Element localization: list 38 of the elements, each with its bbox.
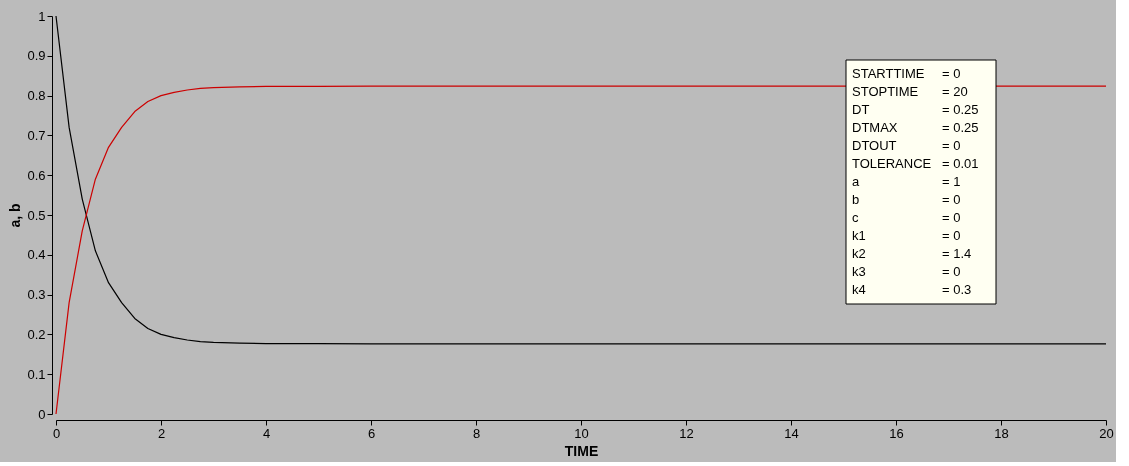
y-axis-title: a, b [7, 203, 24, 228]
x-tick-label: 6 [367, 425, 376, 441]
x-tick-label: 10 [574, 425, 589, 441]
text: DTMAX = 0.25 [852, 120, 979, 135]
y-tick-label: 0.3 [27, 287, 46, 303]
annotation: TOLERANCE = 0.01 [852, 156, 979, 171]
text: a = 1 [852, 174, 961, 189]
text: k4 = 0.3 [852, 282, 972, 297]
x-tick-label: 8 [472, 425, 481, 441]
y-tick-label: 0.5 [27, 207, 46, 223]
x-tick-label: 14 [784, 425, 799, 441]
y-tick-label: 0.8 [27, 88, 46, 104]
x-axis-title: TIME [564, 442, 599, 459]
text: DT = 0.25 [852, 102, 979, 117]
text: k3 = 0 [852, 264, 961, 279]
y-tick-label: 1 [38, 8, 46, 24]
text: STARTTIME = 0 [852, 66, 961, 81]
line-series [55, 15, 1107, 345]
x-tick-label: 16 [889, 425, 904, 441]
y-tick-label: 0 [38, 406, 46, 422]
text: k1 = 0 [852, 228, 961, 243]
y-tick-label: 0.6 [27, 167, 46, 183]
x-tick-label: 0 [52, 425, 61, 441]
text: b = 0 [852, 192, 961, 207]
text: k2 = 1.4 [852, 246, 972, 261]
x-tick-label: 12 [679, 425, 694, 441]
x-tick-label: 18 [994, 425, 1009, 441]
y-tick-label: 0.9 [27, 48, 46, 64]
y-tick-label: 0.1 [27, 366, 46, 382]
text: c = 0 [852, 210, 961, 225]
text: STOPTIME = 20 [852, 84, 968, 99]
text: DTOUT = 0 [852, 138, 961, 153]
x-tick-label: 20 [1099, 425, 1114, 441]
y-tick-label: 0.4 [27, 247, 46, 263]
y-tick-label: 0.2 [27, 326, 46, 342]
y-tick-label: 0.7 [27, 127, 46, 143]
x-tick-label: 2 [157, 425, 166, 441]
x-tick-label: 4 [262, 425, 271, 441]
